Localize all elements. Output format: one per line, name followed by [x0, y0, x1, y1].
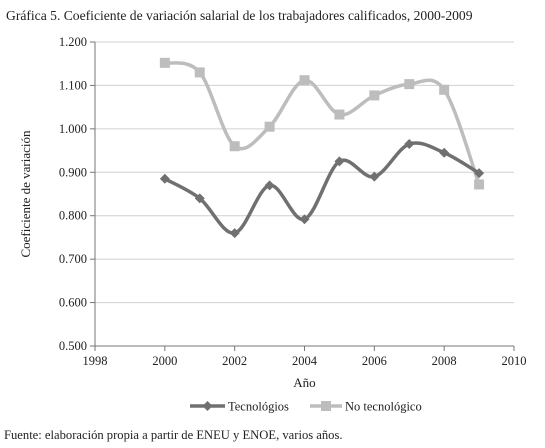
- x-tick-label: 2000: [152, 354, 177, 368]
- y-axis-title: Coeficiente de variación: [18, 130, 33, 258]
- x-tick-label: 2004: [292, 354, 318, 368]
- data-point-tecnologicos: [369, 171, 380, 182]
- chart-title: Gráfica 5. Coeficiente de variación sala…: [6, 8, 473, 23]
- data-point-no-tecnologico: [439, 84, 450, 95]
- data-point-no-tecnologico: [264, 121, 275, 132]
- data-point-tecnologicos: [159, 173, 170, 184]
- legend-marker-tecnologicos: [202, 401, 213, 411]
- legend-label-tecnologicos: Tecnológios: [228, 400, 289, 414]
- legend-marker-no-tecnologico: [321, 401, 331, 411]
- data-point-no-tecnologico: [159, 57, 170, 68]
- y-tick-label: 0.600: [59, 296, 87, 310]
- x-tick-label: 1998: [83, 354, 108, 368]
- y-tick-label: 1.000: [59, 122, 87, 136]
- data-point-no-tecnologico: [474, 179, 485, 190]
- legend-label-no-tecnologico: No tecnológico: [345, 400, 422, 414]
- x-tick-label: 2006: [362, 354, 387, 368]
- y-tick-label: 0.900: [59, 165, 87, 179]
- y-tick-label: 1.200: [59, 35, 87, 49]
- data-point-no-tecnologico: [369, 90, 380, 101]
- data-point-tecnologicos: [194, 193, 205, 204]
- x-tick-label: 2002: [222, 354, 247, 368]
- data-point-no-tecnologico: [404, 79, 415, 90]
- data-point-tecnologicos: [299, 214, 310, 225]
- data-point-tecnologicos: [229, 228, 240, 239]
- data-point-no-tecnologico: [194, 67, 205, 78]
- line-chart: 0.500 0.600 0.700 0.800 0.900 1.000 1.100 1.200…: [18, 35, 527, 414]
- data-point-no-tecnologico: [334, 109, 345, 120]
- series-line-no-tecnologico: [163, 61, 481, 187]
- data-point-tecnologicos: [404, 139, 415, 150]
- source-note: Fuente: elaboración propia a partir de E…: [4, 428, 343, 442]
- series-line-tecnologicos: [163, 141, 481, 235]
- data-point-tecnologicos: [474, 168, 485, 179]
- data-point-no-tecnologico: [299, 75, 310, 86]
- x-tick-label: 2010: [502, 354, 527, 368]
- y-tick-label: 0.800: [59, 209, 87, 223]
- x-axis-title: Año: [293, 375, 315, 390]
- x-tick-label: 2008: [432, 354, 457, 368]
- data-point-tecnologicos: [439, 147, 450, 158]
- y-tick-label: 1.100: [59, 78, 87, 92]
- data-point-tecnologicos: [334, 156, 345, 167]
- data-point-no-tecnologico: [229, 141, 240, 152]
- y-tick-label: 0.500: [59, 339, 87, 353]
- y-tick-label: 0.700: [59, 252, 87, 266]
- data-point-tecnologicos: [264, 180, 275, 191]
